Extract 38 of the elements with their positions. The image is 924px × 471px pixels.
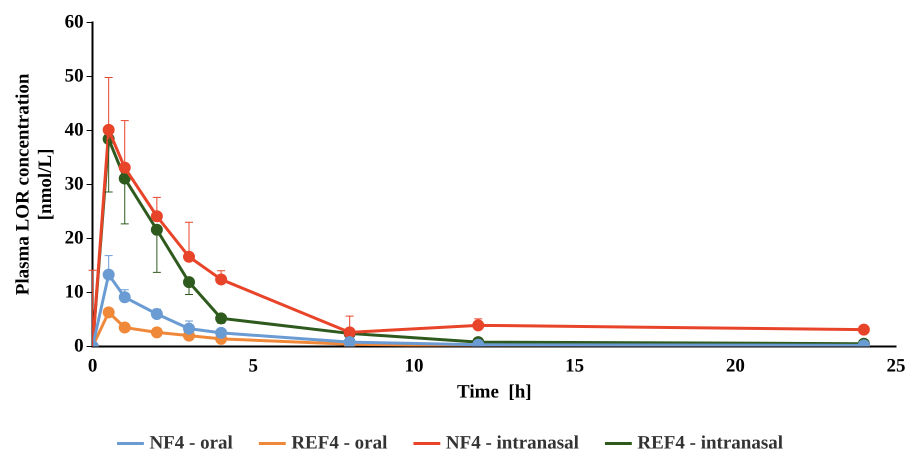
point (183, 250, 196, 263)
point (858, 324, 870, 336)
point (150, 326, 163, 338)
y-tick-label: 60 (64, 11, 84, 32)
y-axis-title: Plasma LOR concentration [nmol/L] (12, 73, 56, 296)
point (150, 210, 163, 222)
x-tick-label: 25 (886, 356, 906, 377)
x-tick-label: 0 (88, 356, 98, 377)
y-tick-label: 30 (64, 173, 84, 194)
legend-label: NF4 - intranasal (446, 432, 579, 454)
point (183, 322, 196, 335)
point (150, 224, 163, 236)
point (150, 308, 163, 320)
point (118, 172, 131, 184)
x-axis-title: Time [h] (457, 382, 532, 403)
point (102, 268, 115, 281)
point (118, 291, 131, 304)
point (183, 276, 196, 288)
point (118, 322, 131, 334)
point (118, 162, 131, 174)
point (102, 306, 115, 318)
y-tick-label: 40 (64, 119, 84, 140)
legend-label: REF4 - oral (291, 432, 388, 454)
y-tick-label: 0 (74, 335, 84, 356)
point (472, 319, 484, 332)
y-tick-label: 20 (64, 227, 84, 248)
x-tick-label: 20 (726, 356, 745, 377)
legend-label: NF4 - oral (149, 432, 233, 454)
y-tick-label: 50 (64, 65, 84, 86)
point (102, 124, 115, 136)
x-tick-label: 5 (248, 356, 258, 377)
point (215, 273, 228, 286)
y-tick-label: 10 (64, 281, 84, 302)
point (215, 326, 228, 339)
legend-label: REF4 - intranasal (637, 432, 784, 454)
x-tick-label: 15 (565, 356, 584, 377)
point (215, 312, 228, 324)
x-tick-label: 10 (404, 356, 424, 377)
